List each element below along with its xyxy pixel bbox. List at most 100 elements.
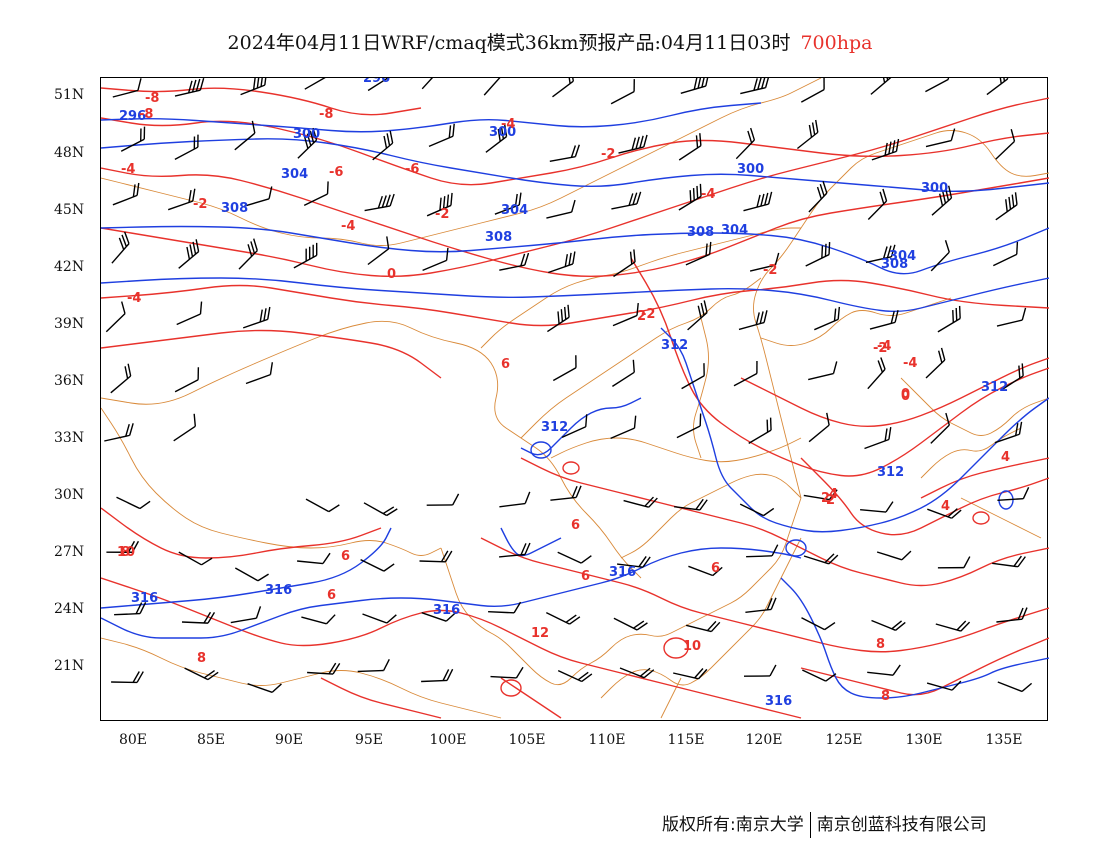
temperature-label: -4 (127, 291, 141, 306)
wind-barb (925, 78, 950, 93)
boundary-line (101, 637, 502, 719)
lon-tick-label: 100E (429, 732, 467, 748)
temperature-contour (101, 87, 422, 116)
footer-divider (809, 812, 811, 838)
wind-barb (116, 496, 151, 510)
geopotential-label: 300 (737, 162, 764, 177)
temperature-label: 10 (117, 545, 135, 560)
temperature-label: 6 (571, 518, 580, 533)
temperature-label: -8 (145, 91, 159, 106)
wind-barb (307, 662, 341, 675)
wind-barb (426, 192, 453, 217)
wind-barb (937, 556, 971, 569)
wind-barb (808, 181, 828, 213)
boundary-line (440, 497, 802, 686)
temperature-label: 4 (1001, 450, 1010, 465)
wind-barb (613, 617, 648, 631)
wind-barb (550, 485, 582, 501)
wind-barb (673, 668, 708, 680)
wind-barb (367, 78, 391, 92)
wind-barb (174, 78, 205, 97)
temperature-label: 0 (901, 387, 910, 402)
wind-barb (490, 666, 524, 679)
wind-barb (612, 302, 639, 327)
wind-barb (748, 417, 772, 445)
wind-barb (173, 413, 197, 442)
wind-barb (681, 363, 705, 390)
temperature-label: 6 (341, 549, 350, 564)
wind-barb (743, 191, 773, 212)
footer: 版权所有:南京大学 南京创蓝科技有限公司 (662, 810, 987, 838)
wind-barb (867, 188, 888, 220)
geopotential-label: 308 (485, 230, 512, 245)
geopotential-contour (101, 277, 1049, 313)
wind-barbs (104, 78, 1033, 693)
wind-barb (996, 307, 1027, 327)
wind-barb (174, 367, 200, 393)
lat-tick-label: 27N (54, 544, 85, 560)
temperature-label: 6 (711, 561, 720, 576)
pressure-level: 700hpa (800, 32, 873, 54)
wind-barb (992, 555, 1026, 568)
temperature-label: 6 (501, 357, 510, 372)
temperature-label: -4 (903, 356, 917, 371)
geopotential-contour (520, 397, 642, 456)
temperature-contour (562, 461, 580, 475)
wind-barb (244, 186, 273, 207)
lat-tick-label: 42N (54, 259, 85, 275)
temperature-label: -4 (701, 187, 715, 202)
wind-barb (360, 558, 395, 572)
geopotential-label: 308 (687, 225, 714, 240)
temperature-label: -4 (121, 162, 135, 177)
wind-barb (678, 183, 702, 211)
wind-barb (997, 487, 1030, 501)
temperature-label: 6 (581, 569, 590, 584)
boundary-line (693, 317, 709, 459)
wind-barb (814, 306, 841, 331)
wind-barb (611, 191, 642, 210)
lon-tick-label: 85E (196, 732, 226, 748)
wind-barb (111, 671, 144, 684)
temperature-label: 2 (821, 491, 830, 506)
wind-barb (688, 565, 723, 577)
wind-barb (305, 498, 340, 513)
temperature-contour (101, 329, 442, 379)
wind-barb (561, 414, 588, 439)
wind-barb (297, 552, 331, 565)
wind-barb (995, 192, 1018, 221)
wind-barb (293, 242, 318, 269)
wind-barb (738, 310, 768, 331)
wind-barb (746, 544, 779, 558)
wind-barb (680, 78, 710, 94)
boundary-line (920, 427, 1022, 479)
wind-barb (617, 556, 651, 568)
wind-barb (549, 144, 580, 162)
wind-barb (927, 508, 962, 519)
wind-barb (301, 614, 336, 625)
geopotential-label: 296 (119, 109, 146, 124)
wind-barb (230, 606, 262, 624)
temperature-contour (320, 677, 442, 719)
wind-barb (245, 362, 274, 385)
wind-barb (499, 252, 530, 271)
wind-barb (803, 489, 838, 501)
boundary-line (960, 497, 1042, 539)
geopotential-contour (101, 527, 392, 609)
lon-tick-label: 105E (508, 732, 546, 748)
lon-tick-label: 115E (667, 732, 705, 748)
wind-barb (357, 658, 390, 673)
geopotential-label: 312 (877, 465, 904, 480)
geopotential-label: 304 (281, 167, 308, 182)
map-frame: 296 296 300 300 300 300 304 304 304 304 308 308 308 3… (100, 77, 1049, 721)
wind-barb (745, 597, 777, 613)
lat-tick-label: 24N (54, 601, 85, 617)
lon-tick-label: 125E (825, 732, 863, 748)
lat-tick-label: 21N (54, 658, 85, 674)
temperature-label: 10 (683, 639, 701, 654)
temperature-label: 0 (901, 389, 910, 404)
temperature-contour (663, 637, 689, 659)
geopotential-label: 300 (293, 127, 320, 142)
wind-barb (801, 617, 836, 631)
wind-barb (623, 496, 658, 508)
wind-barb (685, 241, 712, 266)
